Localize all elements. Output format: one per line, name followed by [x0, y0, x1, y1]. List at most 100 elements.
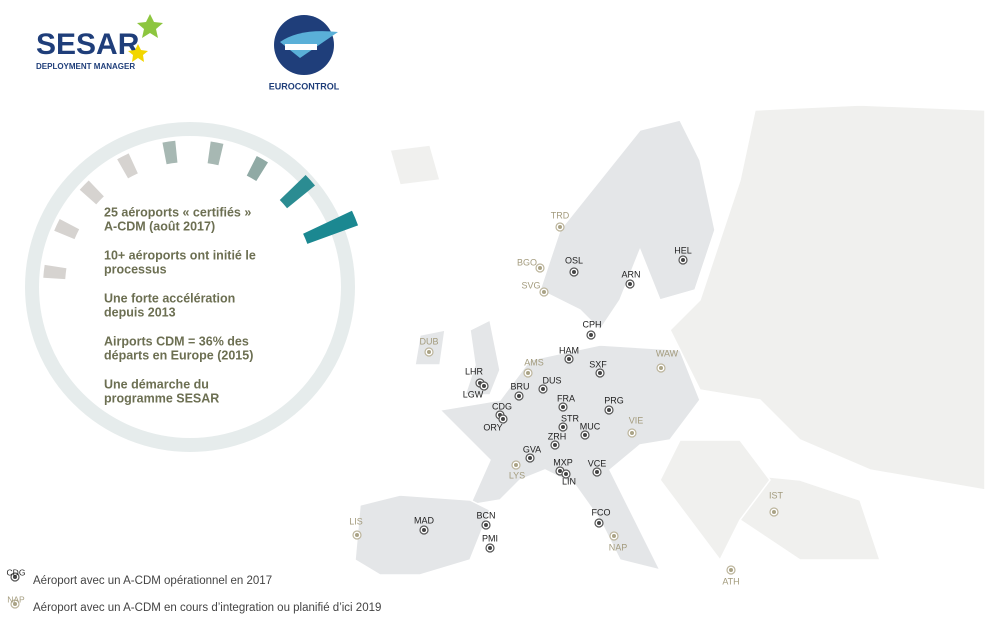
airport-dot-core [427, 350, 431, 354]
airport-code: NAP [609, 542, 628, 552]
airport-code: LGW [463, 389, 484, 399]
airport-dot-core [597, 521, 601, 525]
airport-dot-core [482, 384, 486, 388]
airport-dot-core [595, 470, 599, 474]
legend-text: Aéroport avec un A-CDM opérationnel en 2… [33, 575, 272, 587]
airport-code: TRD [551, 210, 570, 220]
airport-dot-core [542, 290, 546, 294]
airport-code: OSL [565, 255, 583, 265]
gauge-segment [79, 180, 104, 205]
airport-dot-core [488, 546, 492, 550]
airport-dot-core [561, 425, 565, 429]
airport-dot-core [528, 456, 532, 460]
gauge-segment [117, 153, 138, 179]
airport-dot-core [484, 523, 488, 527]
airport-dot-core [612, 534, 616, 538]
airport-code: ARN [621, 269, 640, 279]
highlights: 25 aéroports « certifiés »A-CDM (août 20… [104, 205, 256, 405]
airport-dot-core [628, 282, 632, 286]
airport-code: HEL [674, 245, 692, 255]
airport-dot-core [561, 405, 565, 409]
airport-code: FCO [592, 507, 611, 517]
airport-code: WAW [656, 348, 679, 358]
airport-dot-core [567, 357, 571, 361]
legend-code: CDG [7, 567, 26, 577]
airport-code: PRG [604, 395, 624, 405]
airport-dot-core [13, 575, 17, 579]
airport-dot-core [541, 387, 545, 391]
airport-code: BGO [517, 257, 537, 267]
gauge-segment [279, 174, 316, 209]
logo-name: EUROCONTROL [269, 81, 340, 91]
airport-dot-core [772, 510, 776, 514]
gauge-segment [207, 141, 224, 166]
airport-dot-core [589, 333, 593, 337]
airport-dot-core [514, 463, 518, 467]
airport-code: PMI [482, 533, 498, 543]
map [354, 104, 985, 576]
airport-code: MXP [553, 457, 573, 467]
gauge [25, 122, 359, 452]
airport-dot-core [607, 408, 611, 412]
airport-code: IST [769, 490, 784, 500]
airport-code: AMS [524, 357, 544, 367]
legend-text: Aéroport avec un A-CDM en cours d’integr… [33, 602, 381, 614]
highlight-text: Airports CDM = 36% des [104, 334, 249, 348]
legend-code: NAP [7, 594, 25, 604]
gauge-segment [303, 210, 359, 244]
highlight-text: programme SESAR [104, 391, 219, 405]
airport-code: BRU [510, 381, 529, 391]
sesar-logo: SESAR DEPLOYMENT MANAGER [36, 14, 163, 71]
highlight-text: Une forte accélération [104, 291, 235, 305]
airport-code: LIS [349, 516, 363, 526]
airport-dot-core [558, 469, 562, 473]
airport-dot-core [598, 371, 602, 375]
airport-code: FRA [557, 393, 575, 403]
airport-dot-core [630, 431, 634, 435]
airport-code: LHR [465, 366, 484, 376]
highlight-text: 10+ aéroports ont initié le [104, 248, 256, 262]
logo-subtitle: DEPLOYMENT MANAGER [36, 62, 135, 71]
airport-code: ORY [483, 422, 502, 432]
airport-dot-core [572, 270, 576, 274]
airport-code: CPH [582, 319, 601, 329]
airport-dot-core [564, 472, 568, 476]
gauge-segment [162, 140, 178, 165]
highlight-text: depuis 2013 [104, 305, 176, 319]
airport-code: SVG [521, 280, 540, 290]
airport-code: CDG [492, 401, 512, 411]
airport-dot-core [553, 443, 557, 447]
airport-code: SXF [589, 359, 607, 369]
airport-dot-core [583, 433, 587, 437]
airport-code: MAD [414, 515, 435, 525]
highlight-text: 25 aéroports « certifiés » [104, 205, 251, 219]
airport-dot-core [659, 366, 663, 370]
airport-code: DUB [419, 336, 438, 346]
airport-code: ZRH [548, 431, 567, 441]
airport-code: HAM [559, 345, 579, 355]
gauge-segment [43, 264, 67, 280]
airport-code: VIE [629, 415, 644, 425]
eurocontrol-logo: EUROCONTROL [269, 15, 340, 91]
airport-dot-core [558, 225, 562, 229]
airport-code: GVA [523, 444, 541, 454]
airport-dot-core [355, 533, 359, 537]
legend: CDG Aéroport avec un A-CDM opérationnel e… [7, 567, 382, 614]
airport-code: STR [561, 413, 580, 423]
airport-dot-core [422, 528, 426, 532]
airport-dot-core [681, 258, 685, 262]
airport-code: LYS [509, 470, 525, 480]
highlight-text: processus [104, 262, 167, 276]
gauge-segment [246, 156, 268, 182]
airport-code: MUC [580, 421, 601, 431]
airport-code: ATH [722, 576, 739, 586]
airport-code: VCE [588, 458, 607, 468]
airport-code: LIN [562, 476, 576, 486]
airport-dot-core [13, 602, 17, 606]
airport-dot-core [729, 568, 733, 572]
airport-dot-core [517, 394, 521, 398]
airport-dot-core [501, 417, 505, 421]
gauge-segment [54, 219, 80, 240]
highlight-text: A-CDM (août 2017) [104, 219, 215, 233]
